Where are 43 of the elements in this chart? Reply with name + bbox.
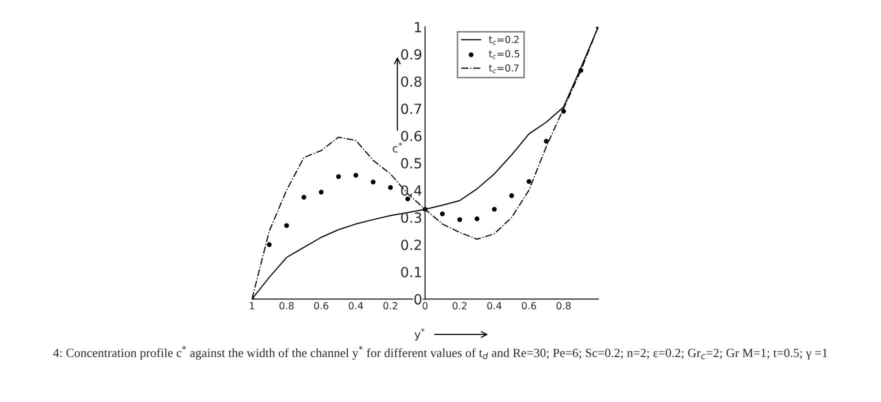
point xyxy=(266,242,272,248)
point xyxy=(353,172,358,178)
x-tick-label: 0.6 xyxy=(522,302,536,310)
point xyxy=(544,138,549,144)
y-tick-label: 0.1 xyxy=(401,266,422,278)
point xyxy=(405,196,410,202)
legend-label: t$_{c}$=0.7 xyxy=(488,64,519,74)
x-tick-label: 0.6 xyxy=(314,302,328,310)
y-tick-label: 0.7 xyxy=(401,104,422,114)
y-tick-label: 0.2 xyxy=(401,240,421,250)
x-tick-label: 0.8 xyxy=(280,302,294,310)
y-axis-title: c$^{*}$ xyxy=(392,142,402,153)
point xyxy=(284,223,289,228)
y-tick-label: 0.5 xyxy=(401,158,422,168)
x-tick-label: 0 xyxy=(422,302,428,310)
point xyxy=(561,108,566,114)
y-tick-label: 0.8 xyxy=(401,76,422,87)
x-tick-label: 0.8 xyxy=(556,302,571,310)
point xyxy=(492,206,497,212)
y-tick-label: 0.4 xyxy=(401,185,422,196)
point xyxy=(440,212,445,216)
text: 4: Concentration profile c$^{*}$ against the width of the channel y$^{*}$ for different values of t$_{d}$ and Re=30; Pe=6; Sc=0.2; n=2; ε=0.2; Gr$_{c}$=2; Gr M=1; t=0.5; γ =1 xyxy=(53,346,828,360)
legend-label: t$_{c}$=0.5 xyxy=(488,50,520,59)
legend-label: t$_{c}$=0.2 xyxy=(488,36,519,45)
point xyxy=(388,185,393,190)
y-tick-label: 1 xyxy=(414,22,422,32)
point xyxy=(526,179,532,184)
y-tick-label: 0.3 xyxy=(401,212,422,223)
x-tick-label: 0.4 xyxy=(348,302,364,310)
y-tick-label: 0.9 xyxy=(401,49,422,60)
x-tick-label: 0.2 xyxy=(452,302,466,310)
x-tick-label: 0.4 xyxy=(487,302,502,310)
point xyxy=(370,180,376,184)
point xyxy=(336,174,341,180)
x-tick-label: 1 xyxy=(250,302,254,310)
point xyxy=(457,217,462,222)
y-tick-label: 0.6 xyxy=(401,130,422,142)
x-tick-label: 0.2 xyxy=(383,302,398,310)
point xyxy=(509,193,514,198)
point xyxy=(302,194,306,200)
x-axis-title: y$^{*}$ xyxy=(414,328,425,341)
point xyxy=(474,216,480,222)
point xyxy=(318,190,324,195)
